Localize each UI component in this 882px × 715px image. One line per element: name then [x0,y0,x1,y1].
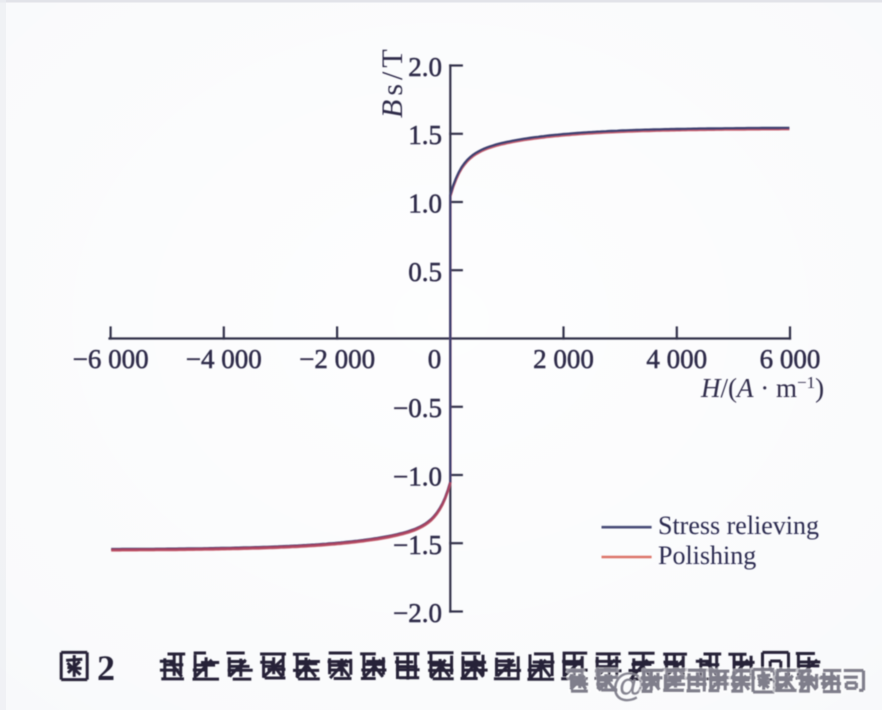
svg-text:4 000: 4 000 [646,344,707,374]
svg-text:0: 0 [428,344,442,374]
svg-text:−2.0: −2.0 [393,598,442,628]
svg-text:1.5: 1.5 [408,120,442,150]
svg-text:1.0: 1.0 [408,189,442,219]
svg-text:−1.0: −1.0 [393,462,442,492]
svg-text:−4 000: −4 000 [186,344,262,374]
svg-text:−2 000: −2 000 [299,344,375,374]
svg-text:Polishing: Polishing [658,541,756,570]
svg-text:−1.5: −1.5 [393,530,442,560]
svg-text:Stress relieving: Stress relieving [658,511,819,540]
svg-text:2: 2 [97,648,115,688]
svg-text:2 000: 2 000 [533,344,594,374]
svg-text:6 000: 6 000 [760,344,821,374]
svg-text:2.0: 2.0 [408,52,442,82]
svg-text:Bs/T: Bs/T [376,45,409,118]
svg-text:−0.5: −0.5 [393,393,442,423]
svg-text:−6 000: −6 000 [73,344,149,374]
svg-text:0.5: 0.5 [408,257,442,287]
